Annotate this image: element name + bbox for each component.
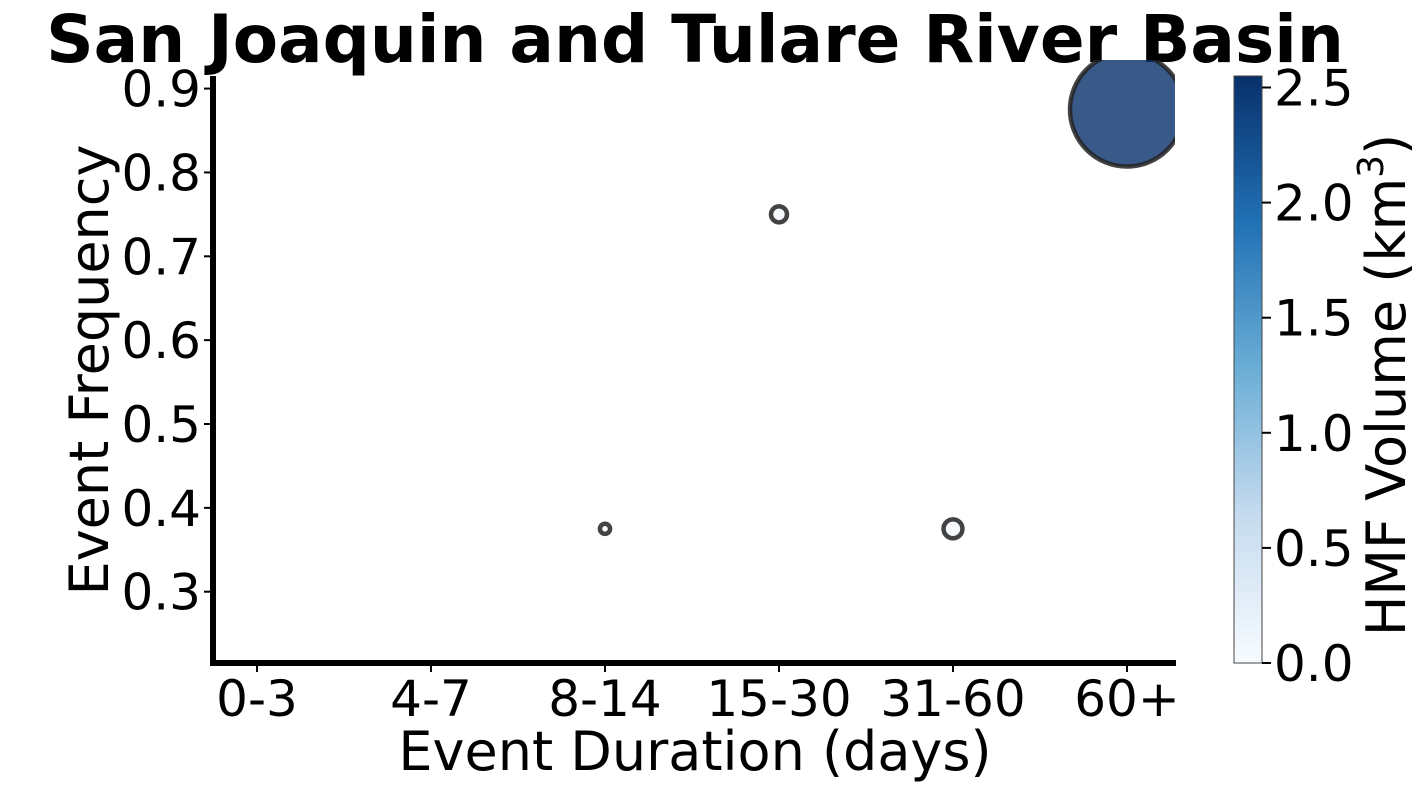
y-tick-label: 0.9 — [121, 61, 201, 119]
y-tick-label: 0.6 — [121, 312, 201, 370]
colorbar-ticks: 0.0 0.5 1.0 1.5 2.0 2.5 — [1262, 60, 1354, 693]
colorbar-tick-label: 2.0 — [1274, 175, 1354, 233]
x-tick-label: 60+ — [1074, 670, 1180, 728]
colorbar-tick-label: 2.5 — [1274, 60, 1354, 118]
colorbar-tick-label: 0.5 — [1274, 520, 1354, 578]
y-axis-label: Event Frequency — [58, 145, 121, 596]
colorbar-label-superscript: 3 — [1351, 155, 1392, 178]
x-tick-label: 8-14 — [548, 670, 661, 728]
colorbar — [1233, 75, 1263, 664]
data-point — [597, 521, 613, 537]
y-tick-label: 0.8 — [121, 144, 201, 202]
y-tick-label: 0.7 — [121, 228, 201, 286]
data-point — [1067, 60, 1175, 169]
x-tick-label: 4-7 — [390, 670, 472, 728]
y-tick-label: 0.3 — [121, 564, 201, 622]
colorbar-label-suffix: ) — [1355, 134, 1418, 155]
data-point — [768, 204, 790, 225]
x-axis-label: Event Duration (days) — [398, 720, 991, 783]
points-layer — [597, 60, 1175, 541]
x-tick-label: 0-3 — [216, 670, 298, 728]
colorbar-tick-label: 1.0 — [1274, 405, 1354, 463]
y-ticks: 0.3 0.4 0.5 0.6 0.7 0.8 0.9 — [121, 61, 213, 622]
x-tick-label: 31-60 — [880, 670, 1025, 728]
colorbar-tick-label: 1.5 — [1274, 290, 1354, 348]
y-tick-label: 0.5 — [121, 396, 201, 454]
y-tick-label: 0.4 — [121, 480, 201, 538]
data-point — [941, 517, 965, 541]
colorbar-tick-label: 0.0 — [1274, 635, 1354, 693]
colorbar-label-prefix: HMF Volume (km — [1355, 178, 1418, 636]
colorbar-label: HMF Volume (km3) — [1351, 134, 1418, 636]
x-ticks: 0-3 4-7 8-14 15-30 31-60 60+ — [216, 663, 1180, 728]
x-tick-label: 15-30 — [706, 670, 851, 728]
